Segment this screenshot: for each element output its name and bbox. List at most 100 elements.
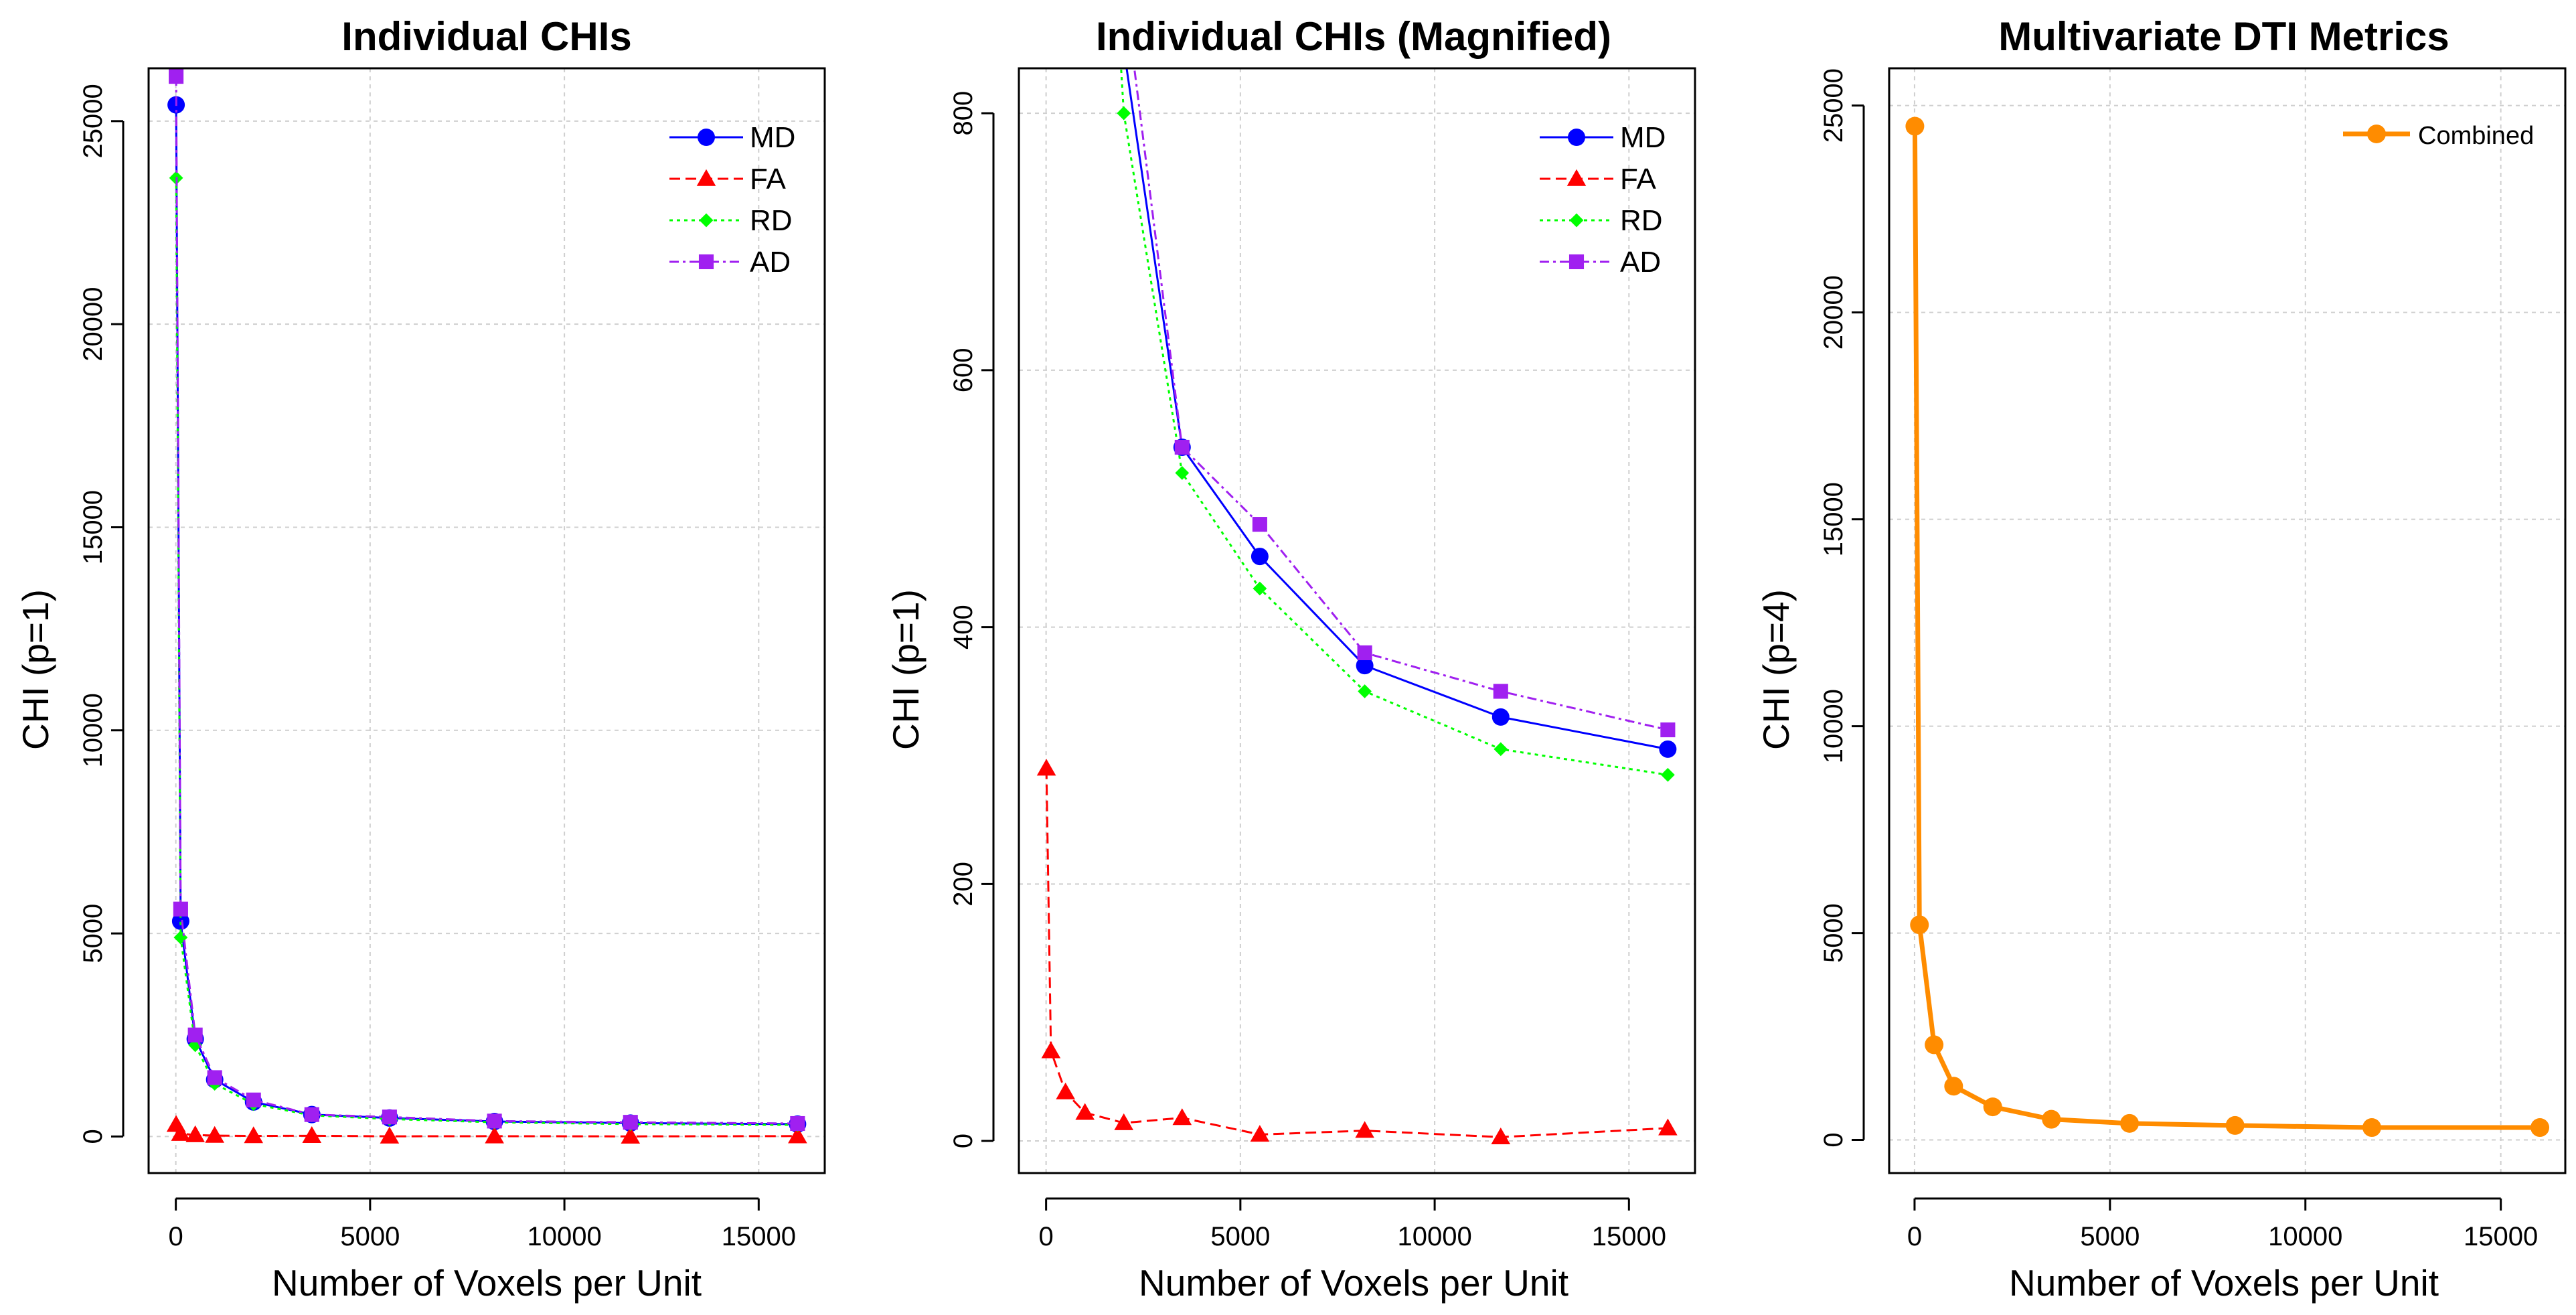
data-point-ad (169, 69, 184, 84)
x-axis: 0 5000 10000 15000 (169, 1197, 796, 1251)
data-point-combined (2225, 1115, 2245, 1135)
y-axis-label: CHI (p=4) (1755, 589, 1797, 750)
series-line-md (1125, 68, 1668, 751)
y-axis-label: CHI (p=1) (885, 589, 927, 750)
legend-label-md: MD (750, 121, 795, 154)
data-point-ad (207, 1070, 222, 1085)
series-group (1905, 117, 2550, 1138)
legend-marker-md (698, 129, 715, 146)
legend: Combined (2343, 122, 2534, 150)
y-tick-label: 0 (949, 1134, 978, 1148)
legend-marker-ad (698, 254, 714, 270)
data-point-rd (1660, 767, 1675, 782)
data-point-combined (2042, 1109, 2061, 1129)
legend-label-combined: Combined (2418, 122, 2534, 150)
x-axis-label: Number of Voxels per Unit (2009, 1262, 2439, 1304)
y-tick-label: 25000 (1819, 68, 1848, 143)
plot-border (1888, 67, 2567, 1174)
legend-marker-fa (696, 169, 716, 186)
data-point-combined (1905, 117, 1925, 136)
legend-label-fa: FA (750, 163, 786, 196)
legend-label-ad: AD (750, 246, 791, 279)
legend: MD FA RD AD (1540, 121, 1666, 279)
legend-marker-rd (1569, 213, 1584, 228)
x-tick-label: 5000 (2080, 1222, 2140, 1251)
legend-label-ad: AD (1620, 246, 1661, 279)
data-point-ad (382, 1109, 397, 1125)
y-tick-label: 20000 (1819, 275, 1848, 350)
legend-marker-rd (699, 213, 714, 228)
data-point-fa (1041, 1041, 1061, 1059)
data-point-rd (1175, 465, 1190, 480)
gridlines (1889, 68, 2565, 1173)
legend-marker-ad (1568, 254, 1585, 270)
data-point-md (1659, 740, 1677, 758)
data-point-rd (1253, 581, 1267, 596)
data-point-rd (188, 1038, 203, 1053)
x-axis: 0 5000 10000 15000 (1039, 1197, 1666, 1251)
data-point-rd (1494, 742, 1508, 757)
y-axis: 0 200 400 600 800 (949, 91, 995, 1148)
x-tick-label: 5000 (1210, 1222, 1270, 1251)
data-point-rd (173, 930, 188, 945)
data-point-fa (244, 1126, 264, 1144)
data-point-fa (1355, 1121, 1374, 1138)
plot-border (1018, 67, 1696, 1174)
series-line-ad (1133, 68, 1668, 731)
gridlines (149, 68, 825, 1173)
data-point-ad (246, 1092, 261, 1107)
data-point-md (1356, 657, 1374, 675)
legend: MD FA RD AD (669, 121, 795, 279)
data-point-combined (2530, 1118, 2550, 1138)
y-tick-label: 800 (949, 91, 978, 136)
data-point-fa (1056, 1082, 1075, 1099)
y-tick-label: 15000 (78, 490, 108, 564)
data-point-combined (1944, 1077, 1963, 1096)
y-tick-label: 400 (949, 605, 978, 649)
x-tick-label: 5000 (340, 1222, 400, 1251)
data-point-fa (1114, 1113, 1134, 1130)
x-tick-label: 15000 (1592, 1222, 1666, 1251)
y-tick-label: 15000 (1819, 482, 1848, 556)
data-point-rd (1117, 106, 1131, 121)
chart-title: Individual CHIs (Magnified) (1096, 14, 1611, 59)
series-line-fa (175, 1124, 798, 1138)
data-point-fa (380, 1126, 400, 1144)
panel-multivariate-dti-metrics: Multivariate DTI Metrics 0 5000 10000 15000… (1755, 14, 2567, 1304)
y-tick-label: 0 (1819, 1132, 1848, 1147)
data-point-ad (187, 1027, 203, 1042)
panel-individual-chis-magnified: Individual CHIs (Magnified) 0 5000 10000 15… (885, 14, 1696, 1304)
series-line-ad (175, 76, 798, 1125)
data-point-ad (173, 901, 188, 917)
data-point-md (1251, 548, 1269, 566)
plot-area: 0 5000 10000 15000 0 200 400 600 800 MD FA RD AD (949, 67, 1696, 1251)
data-point-md (171, 912, 189, 930)
data-point-ad (1493, 684, 1508, 699)
x-tick-label: 0 (1039, 1222, 1054, 1251)
y-tick-label: 0 (78, 1129, 108, 1144)
data-point-fa (1491, 1127, 1511, 1145)
x-axis: 0 5000 10000 15000 (1907, 1197, 2538, 1251)
data-point-rd (1358, 684, 1372, 698)
data-point-fa (1172, 1108, 1192, 1126)
legend-label-rd: RD (1620, 204, 1663, 237)
y-tick-label: 10000 (78, 693, 108, 767)
chart-title: Individual CHIs (341, 14, 631, 59)
data-point-fa (788, 1126, 807, 1144)
data-point-combined (1925, 1035, 1944, 1055)
data-point-ad (304, 1107, 319, 1122)
plot-border (147, 67, 826, 1174)
data-point-combined (2120, 1113, 2140, 1133)
y-tick-label: 10000 (1819, 689, 1848, 763)
legend-marker-combined (2367, 125, 2386, 143)
y-tick-label: 600 (949, 347, 978, 392)
data-point-ad (1357, 645, 1372, 661)
x-tick-label: 10000 (2268, 1222, 2342, 1251)
data-point-fa (1658, 1118, 1678, 1136)
y-tick-label: 25000 (78, 84, 108, 158)
plot-area: 0 5000 10000 15000 0 5000 10000 15000 20000 25000… (78, 67, 826, 1251)
data-point-ad (1174, 439, 1190, 455)
x-tick-label: 10000 (527, 1222, 601, 1251)
data-point-ad (1660, 722, 1676, 738)
